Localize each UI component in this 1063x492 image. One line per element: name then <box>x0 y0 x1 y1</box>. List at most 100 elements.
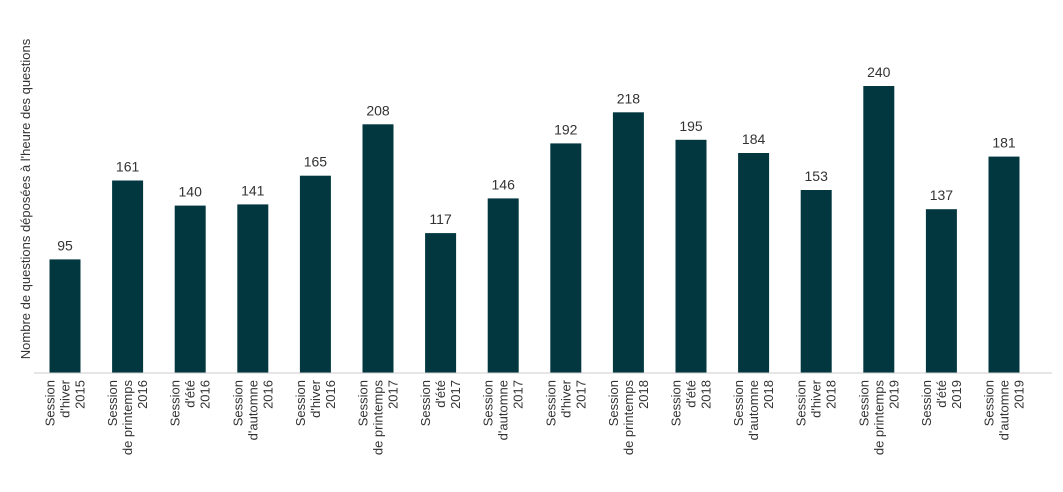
x-tick-label-11: Session d'automne 2018 <box>731 380 776 440</box>
bars-group <box>49 86 1020 374</box>
x-tick-label-line: 2019 <box>949 380 964 409</box>
bar-2 <box>174 205 206 373</box>
x-tick-label-line: Session <box>230 380 245 426</box>
x-tick-label-line: Session <box>105 380 120 426</box>
x-tick-label-15: Session d'automne 2019 <box>982 380 1027 440</box>
x-tick-label-line: 2018 <box>761 380 776 409</box>
x-tick-label-line: 2019 <box>1012 380 1027 409</box>
bar-12 <box>800 190 832 373</box>
x-tick-label-line: Session <box>731 380 746 426</box>
x-tick-label-line: 2015 <box>73 380 88 409</box>
x-tick-label-1: Session de printemps 2016 <box>105 380 150 456</box>
data-label-8: 192 <box>554 121 578 137</box>
x-tick-label-line: 2018 <box>699 380 714 409</box>
x-tick-label-line: Session <box>669 380 684 426</box>
x-tick-label-6: Session d'été 2017 <box>418 380 463 426</box>
x-tick-label-line: de printemps <box>120 380 135 456</box>
data-label-15: 181 <box>992 135 1016 151</box>
data-label-5: 208 <box>366 102 390 118</box>
data-label-3: 141 <box>241 182 265 198</box>
x-tick-label-12: Session d'hiver 2018 <box>794 379 839 426</box>
bar-8 <box>550 143 582 373</box>
bar-0 <box>49 259 81 373</box>
x-tick-label-line: Session <box>293 380 308 426</box>
x-tick-label-line: Session <box>856 380 871 426</box>
x-tick-labels-group: Session d'hiver 2015 Session de printemps 201… <box>43 379 1027 455</box>
x-tick-label-line: d'été <box>433 380 448 408</box>
x-tick-label-2: Session d'été 2016 <box>168 380 213 426</box>
x-tick-label-line: d'été <box>934 380 949 408</box>
x-tick-label-8: Session d'hiver 2017 <box>543 379 588 426</box>
x-tick-label-0: Session d'hiver 2015 <box>43 379 88 426</box>
x-tick-label-line: Session <box>481 380 496 426</box>
data-labels-group: 95 161 140 141 165 208 117 146 192 218 195 184 153 24… <box>57 64 1016 253</box>
x-tick-label-line: Session <box>168 380 183 426</box>
bar-6 <box>425 233 457 373</box>
x-tick-label-line: de printemps <box>371 380 386 456</box>
x-tick-label-4: Session d'hiver 2016 <box>293 379 338 426</box>
x-tick-label-line: 2018 <box>636 380 651 409</box>
x-tick-label-line: d'automne <box>245 380 260 440</box>
x-tick-label-line: 2018 <box>824 380 839 409</box>
bar-13 <box>863 86 895 373</box>
data-label-6: 117 <box>429 211 452 227</box>
bar-11 <box>738 153 770 373</box>
x-tick-label-line: Session <box>43 380 58 426</box>
x-tick-label-line: d'été <box>183 380 198 408</box>
x-tick-label-line: 2019 <box>886 380 901 409</box>
bar-14 <box>925 209 957 373</box>
x-tick-label-line: 2017 <box>448 380 463 409</box>
x-tick-label-line: d'automne <box>997 380 1012 440</box>
x-tick-label-5: Session de printemps 2017 <box>356 380 401 456</box>
x-tick-label-line: Session <box>794 380 809 426</box>
data-label-7: 146 <box>492 176 516 192</box>
x-tick-label-3: Session d'automne 2016 <box>230 380 275 440</box>
x-tick-label-14: Session d'été 2019 <box>919 380 964 426</box>
bar-7 <box>487 198 519 373</box>
x-tick-label-line: d'automne <box>496 380 511 440</box>
bar-10 <box>675 139 707 373</box>
data-label-11: 184 <box>742 131 766 147</box>
data-label-10: 195 <box>679 118 703 134</box>
x-tick-label-line: Session <box>543 380 558 426</box>
x-tick-label-line: d'hiver <box>58 379 73 418</box>
x-tick-label-line: d'hiver <box>809 379 824 418</box>
x-tick-label-line: Session <box>919 380 934 426</box>
x-tick-label-line: d'été <box>684 380 699 408</box>
x-tick-label-line: Session <box>418 380 433 426</box>
bar-5 <box>362 124 394 373</box>
x-tick-label-line: de printemps <box>871 380 886 456</box>
bar-9 <box>612 112 644 374</box>
x-tick-label-9: Session de printemps 2018 <box>606 380 651 456</box>
x-tick-label-line: 2016 <box>198 380 213 409</box>
x-tick-label-line: 2016 <box>260 380 275 409</box>
x-tick-label-line: d'hiver <box>558 379 573 418</box>
x-tick-label-line: de printemps <box>621 380 636 456</box>
x-tick-label-7: Session d'automne 2017 <box>481 380 526 440</box>
x-tick-label-line: d'hiver <box>308 379 323 418</box>
data-label-12: 153 <box>805 168 829 184</box>
bar-3 <box>237 204 269 373</box>
bar-15 <box>988 156 1020 373</box>
bar-4 <box>299 175 331 373</box>
x-tick-label-line: d'automne <box>746 380 761 440</box>
data-label-0: 95 <box>57 237 73 253</box>
x-tick-label-line: Session <box>982 380 997 426</box>
data-label-13: 240 <box>867 64 891 80</box>
x-tick-label-line: Session <box>356 380 371 426</box>
x-tick-label-line: Session <box>606 380 621 426</box>
data-label-2: 140 <box>179 184 203 200</box>
x-tick-label-line: 2017 <box>573 380 588 409</box>
data-label-14: 137 <box>930 187 954 203</box>
y-axis-label: Nombre de questions déposées à l'heure d… <box>18 38 33 359</box>
x-tick-label-10: Session d'été 2018 <box>669 380 714 426</box>
bar-1 <box>112 180 144 373</box>
data-label-1: 161 <box>116 159 140 175</box>
x-tick-label-line: 2017 <box>386 380 401 409</box>
x-tick-label-line: 2016 <box>135 380 150 409</box>
data-label-4: 165 <box>304 154 328 170</box>
x-tick-label-13: Session de printemps 2019 <box>856 380 901 456</box>
x-tick-label-line: 2017 <box>511 380 526 409</box>
x-tick-label-line: 2016 <box>323 380 338 409</box>
